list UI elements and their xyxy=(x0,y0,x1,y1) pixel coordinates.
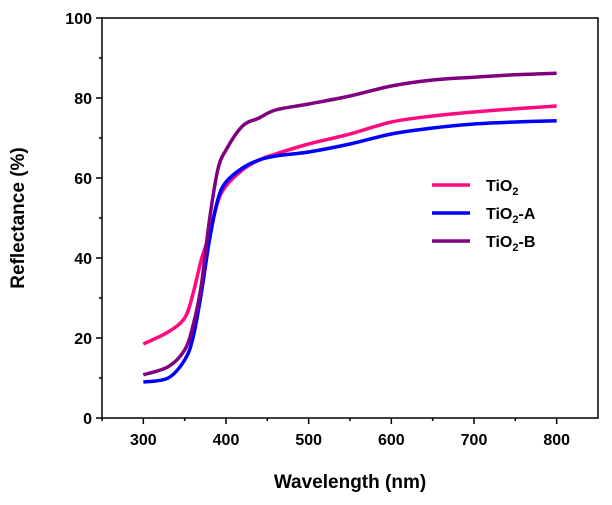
y-tick-label: 100 xyxy=(65,11,92,28)
legend-label: TiO2-B xyxy=(486,234,535,254)
legend-label: TiO2-A xyxy=(486,206,536,226)
y-tick-label: 80 xyxy=(74,91,92,108)
x-tick-label: 400 xyxy=(213,432,240,449)
y-axis-label: Reflectance (%) xyxy=(8,147,29,289)
y-tick-label: 0 xyxy=(83,411,92,428)
x-tick-label: 600 xyxy=(378,432,405,449)
y-tick-label: 60 xyxy=(74,171,92,188)
x-tick-label: 500 xyxy=(295,432,322,449)
series-line-tio2 xyxy=(142,104,557,346)
x-tick-label: 800 xyxy=(543,432,570,449)
x-tick-label: 300 xyxy=(130,432,157,449)
y-tick-label: 20 xyxy=(74,331,92,348)
y-tick-label: 40 xyxy=(74,251,92,268)
x-axis-label: Wavelength (nm) xyxy=(274,472,426,493)
series-line-tio2-b xyxy=(142,71,557,377)
x-tick-label: 700 xyxy=(461,432,488,449)
series-line-tio2-a xyxy=(143,119,557,384)
legend-label: TiO2 xyxy=(486,178,519,198)
